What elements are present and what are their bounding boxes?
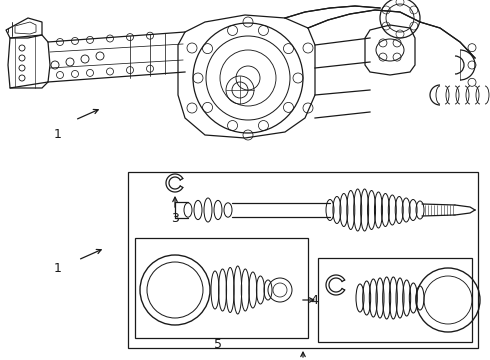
Text: 3: 3 xyxy=(171,211,179,225)
Bar xyxy=(128,172,478,348)
Text: 1: 1 xyxy=(54,261,62,274)
Text: 4: 4 xyxy=(310,293,318,306)
Text: 1: 1 xyxy=(54,129,62,141)
Bar xyxy=(318,258,472,342)
Bar xyxy=(135,238,308,338)
Text: 5: 5 xyxy=(214,338,222,351)
